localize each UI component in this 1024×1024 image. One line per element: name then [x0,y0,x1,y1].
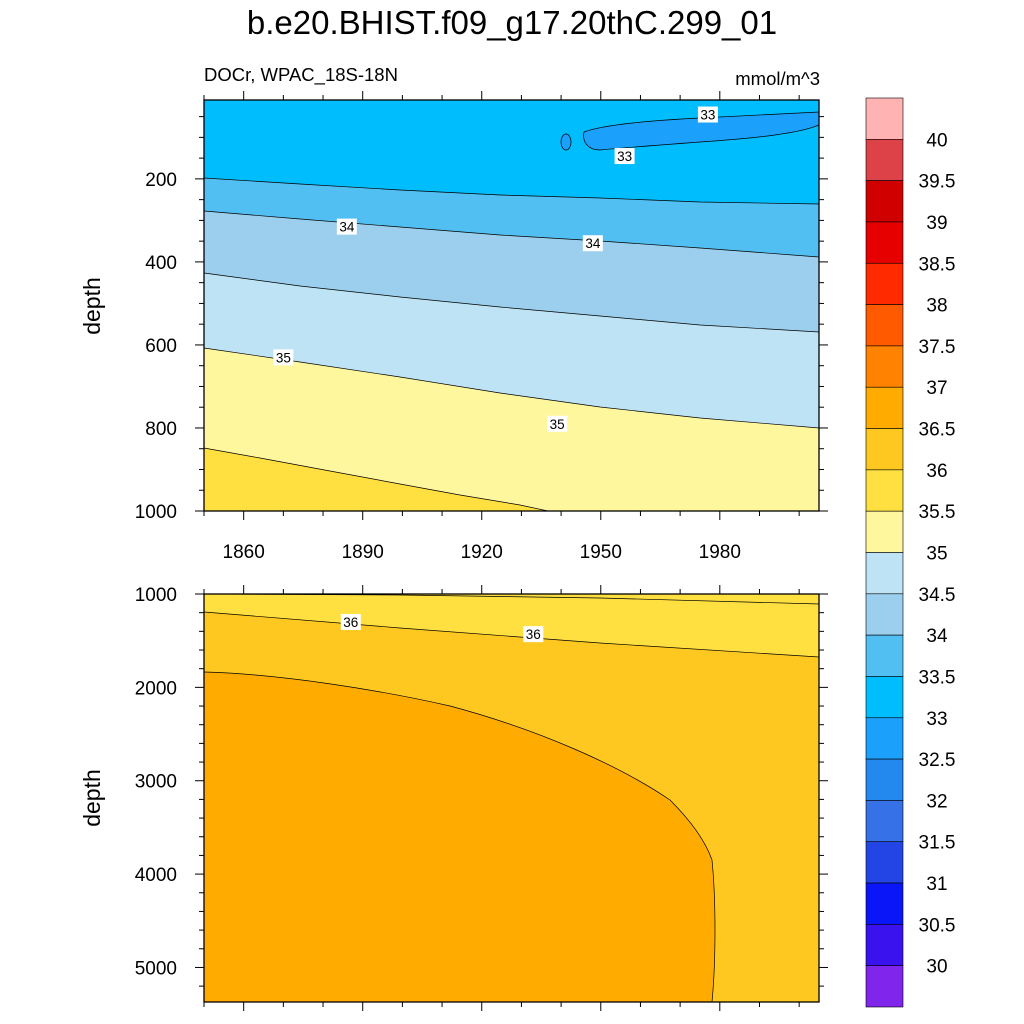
top-fill-32-5-spot [561,134,571,150]
y-tick-label: 400 [145,253,177,274]
x-tick-label: 1890 [342,542,384,563]
bottom-panel [203,593,820,1003]
contour-label-text: 36 [526,627,541,642]
top-panel [203,99,820,512]
colorbar-swatch [865,97,904,140]
y-tick-label: 1000 [135,585,177,606]
contour-label: 34 [582,235,603,252]
colorbar-swatch [865,800,904,843]
colorbar-label: 33 [926,709,947,730]
colorbar-swatch [865,634,904,677]
units-subtitle: mmol/m^3 [735,68,820,89]
colorbar-swatch [865,345,904,388]
contour-label: 33 [614,148,635,165]
colorbar-swatch [865,676,904,719]
contour-label: 35 [273,349,294,366]
contour-label: 36 [523,626,544,643]
colorbar-label: 38.5 [919,254,956,275]
contour-label: 33 [697,106,718,123]
colorbar-label: 37.5 [919,337,956,358]
y-tick-label: 2000 [135,678,177,699]
colorbar-label: 32.5 [919,750,956,771]
y-tick-label: 3000 [135,772,177,793]
colorbar-swatch [865,428,904,471]
colorbar-swatch [865,221,904,264]
top-fill-32-5-patch [583,112,819,150]
y-tick-label: 4000 [135,865,177,886]
colorbar-swatch [865,262,904,305]
colorbar-swatch [865,469,904,512]
contour-label-text: 34 [585,236,601,251]
colorbar-label: 31 [926,874,947,895]
colorbar-swatch [865,139,904,181]
colorbar-swatch [865,510,904,553]
colorbar-swatch [865,304,904,347]
colorbar-label: 39 [926,213,947,234]
contour-label: 36 [340,614,361,631]
colorbar-swatch [865,965,904,1008]
colorbar-swatch [865,882,904,925]
left-subtitle: DOCr, WPAC_18S-18N [204,64,398,85]
colorbar-label: 40 [926,130,947,151]
colorbar-swatch [865,841,904,884]
contour-label-text: 33 [617,149,632,164]
colorbar-label: 37 [926,378,947,399]
axis-ticks [195,91,828,1011]
contour-label-text: 35 [276,350,291,365]
top-fill-35 [204,348,819,511]
colorbar-swatch [865,717,904,760]
contour-label-text: 33 [700,108,715,123]
contour-label: 34 [336,218,357,235]
x-tick-label: 1860 [223,542,265,563]
colorbar-label: 39.5 [919,172,956,193]
bottom-ylabel: depth [79,769,105,827]
colorbar: 40 39.5 39 38.5 38 37.5 37 36.5 36 35.5 35 34.5 34 33… [865,97,956,1008]
x-tick-label: 1920 [461,542,503,563]
top-ylabel: depth [79,277,105,335]
colorbar-label: 34.5 [919,585,956,606]
contour-label-text: 35 [550,417,565,432]
colorbar-label: 32 [926,791,947,812]
y-tick-label: 1000 [135,502,177,523]
contour-label-text: 34 [339,220,355,235]
y-tick-label: 600 [145,336,177,357]
colorbar-label: 36 [926,461,947,482]
colorbar-label: 31.5 [919,833,956,854]
contour-label: 35 [547,415,568,432]
colorbar-label: 34 [926,626,948,647]
chart-title: b.e20.BHIST.f09_g17.20thC.299_01 [246,4,778,41]
colorbar-swatch [865,386,904,429]
colorbar-label: 33.5 [919,667,956,688]
colorbar-label: 38 [926,296,947,317]
top-frame [203,99,820,512]
bottom-frame [203,593,820,1003]
colorbar-label: 30 [926,957,947,978]
colorbar-swatch [865,180,904,223]
colorbar-label: 30.5 [919,915,956,936]
colorbar-swatch [865,924,904,966]
colorbar-swatch [865,758,904,801]
x-tick-label: 1980 [699,542,741,563]
contour-label-text: 36 [343,615,358,630]
colorbar-label: 36.5 [919,420,956,441]
colorbar-label: 35 [926,544,947,565]
y-tick-label: 200 [145,170,177,191]
colorbar-label: 35.5 [919,502,956,523]
y-tick-label: 800 [145,419,177,440]
tick-labels: 1860 1890 1920 1950 1980 200 400 600 800 1000 1000… [135,170,741,980]
colorbar-swatch [865,552,904,595]
x-tick-label: 1950 [580,542,622,563]
bottom-fill-36-5 [204,672,715,1002]
colorbar-swatch [865,593,904,636]
contour-labels: 33 33 34 34 35 35 36 36 [273,106,718,643]
y-tick-label: 5000 [135,958,177,979]
